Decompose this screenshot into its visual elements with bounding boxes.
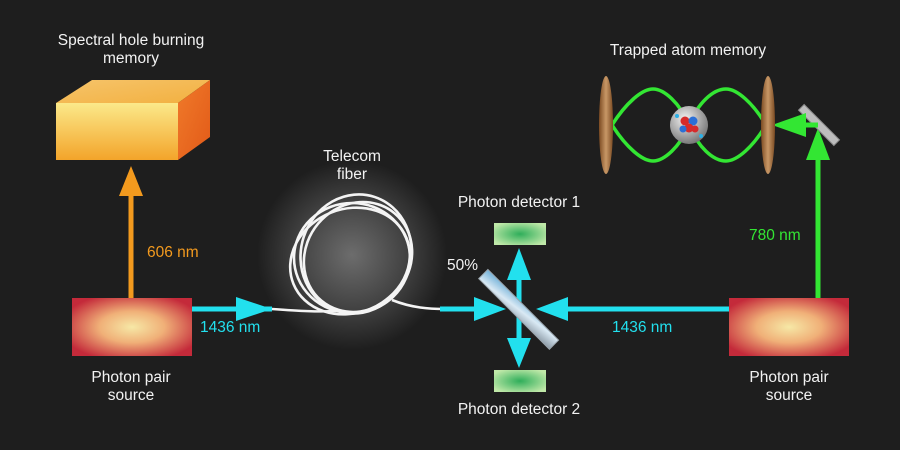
photon-pair-source-right	[729, 298, 849, 356]
fiber-glow	[257, 160, 447, 350]
detector-1-label: Photon detector 1	[458, 194, 580, 211]
source-right-label-2: source	[766, 387, 813, 404]
cavity-mirror-left	[599, 76, 613, 174]
memory-left-label-1: Spectral hole burning	[58, 32, 205, 49]
wavelength-606-label: 606 nm	[147, 244, 199, 261]
wavelength-1436-right-label: 1436 nm	[612, 319, 672, 336]
cyan-beam-left	[192, 297, 272, 321]
green-beam-into-cavity	[772, 113, 818, 137]
steering-mirror	[797, 103, 841, 147]
wavelength-780-label: 780 nm	[749, 227, 801, 244]
source-left-label-2: source	[108, 387, 155, 404]
detector-2-label: Photon detector 2	[458, 401, 580, 418]
memory-left-label-2: memory	[103, 50, 159, 67]
fiber-label-2: fiber	[337, 166, 367, 183]
memory-crystal-left	[56, 80, 210, 160]
trapped-atom	[670, 106, 708, 144]
source-left-label-1: Photon pair	[91, 369, 170, 386]
splitter-ratio-label: 50%	[447, 257, 478, 274]
green-beam-780	[806, 128, 830, 298]
cyan-beam-fiber-to-splitter	[440, 297, 506, 321]
source-right-label-1: Photon pair	[749, 369, 828, 386]
photon-pair-source-left	[72, 298, 192, 356]
photon-detector-1	[494, 223, 546, 245]
cyan-beam-right	[536, 297, 729, 321]
wavelength-1436-left-label: 1436 nm	[200, 319, 260, 336]
cavity-mirror-right	[761, 76, 775, 174]
fiber-label-1: Telecom	[323, 148, 381, 165]
beam-splitter	[477, 268, 560, 351]
photon-detector-2	[494, 370, 546, 392]
orange-beam-606	[119, 166, 143, 298]
memory-right-label: Trapped atom memory	[610, 42, 766, 59]
